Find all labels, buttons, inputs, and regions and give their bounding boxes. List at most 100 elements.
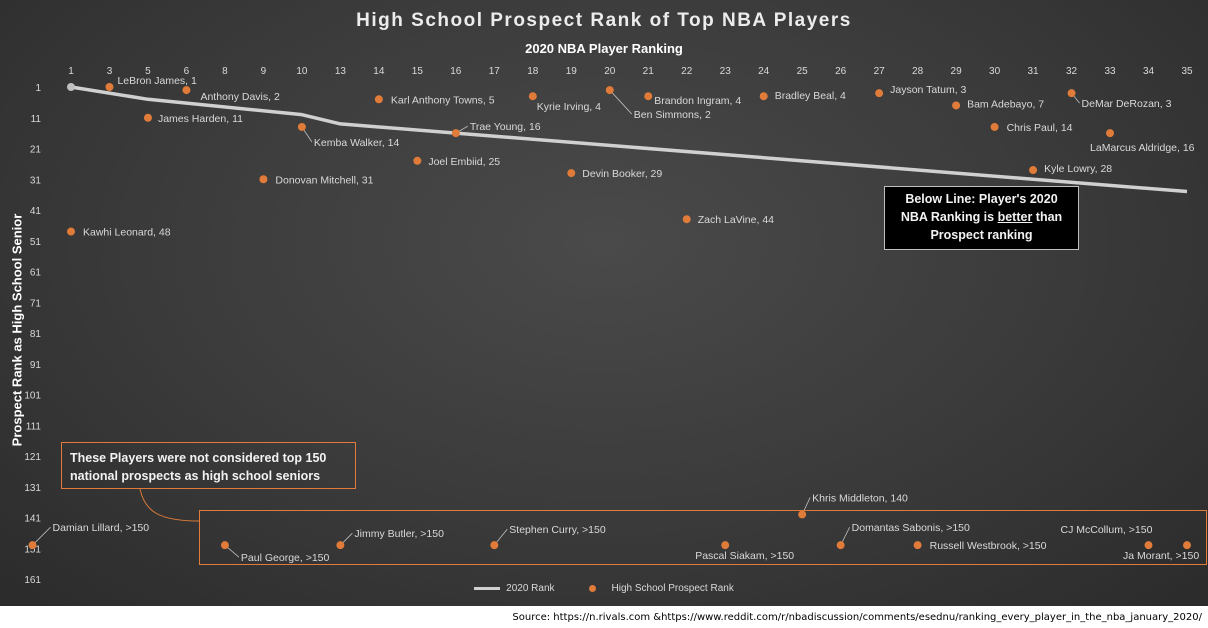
y-tick-label: 71 bbox=[30, 298, 42, 309]
point-label: Bam Adebayo, 7 bbox=[967, 98, 1044, 110]
x-tick-label: 10 bbox=[296, 66, 308, 77]
prospect-point bbox=[1106, 129, 1115, 138]
point-leader-line bbox=[609, 89, 633, 115]
prospect-point bbox=[605, 86, 614, 95]
prospect-point bbox=[875, 89, 884, 98]
point-label: DeMar DeRozan, 3 bbox=[1082, 98, 1172, 110]
prospect-point bbox=[413, 156, 422, 165]
x-tick-label: 22 bbox=[681, 66, 693, 77]
point-label: LeBron James, 1 bbox=[117, 75, 197, 87]
y-tick-label: 151 bbox=[24, 544, 41, 555]
point-label: Kemba Walker, 14 bbox=[314, 137, 400, 149]
prospect-point bbox=[297, 122, 306, 131]
point-label: Paul George, >150 bbox=[241, 552, 330, 564]
y-tick-label: 41 bbox=[30, 206, 42, 217]
prospect-point bbox=[836, 541, 845, 550]
prospect-point bbox=[259, 175, 268, 184]
point-label: Donovan Mitchell, 31 bbox=[275, 174, 373, 186]
point-label: Kyle Lowry, 28 bbox=[1044, 163, 1112, 175]
x-tick-label: 23 bbox=[720, 66, 732, 77]
x-tick-label: 32 bbox=[1066, 66, 1078, 77]
point-label: James Harden, 11 bbox=[158, 113, 243, 125]
point-label: LaMarcus Aldridge, 16 bbox=[1090, 142, 1195, 154]
y-tick-label: 51 bbox=[30, 237, 42, 248]
prospect-point bbox=[798, 510, 807, 519]
source-note: Source: https://n.rivals.com &https://ww… bbox=[512, 612, 1202, 623]
point-label: Khris Middleton, 140 bbox=[812, 492, 908, 504]
x-tick-label: 15 bbox=[412, 66, 424, 77]
x-tick-label: 20 bbox=[604, 66, 616, 77]
point-label: Karl Anthony Towns, 5 bbox=[391, 94, 495, 106]
point-label: Kawhi Leonard, 48 bbox=[83, 227, 171, 239]
chart-title: High School Prospect Rank of Top NBA Pla… bbox=[356, 10, 852, 31]
prospect-point bbox=[1029, 166, 1038, 175]
y-tick-label: 81 bbox=[30, 329, 42, 340]
point-label: Devin Booker, 29 bbox=[582, 168, 662, 180]
plot-svg: 1 3 5 6 8 9 10 13 14 15 16 17 18 19 20 21 22 23 24 25 26 27 28… bbox=[24, 66, 1199, 586]
x-tick-label: 18 bbox=[527, 66, 539, 77]
point-label: Ja Morant, >150 bbox=[1123, 550, 1199, 562]
below-line-callout: Below Line: Player's 2020 NBA Ranking is… bbox=[884, 186, 1079, 250]
prospect-point bbox=[374, 95, 383, 104]
y-tick-label: 101 bbox=[24, 391, 41, 402]
prospect-point bbox=[220, 541, 229, 550]
y-tick-label: 21 bbox=[30, 145, 42, 156]
point-leader-line bbox=[32, 526, 51, 546]
point-label: Kyrie Irving, 4 bbox=[537, 101, 601, 113]
legend-label-prospect-rank: High School Prospect Rank bbox=[611, 583, 734, 594]
y-tick-label: 31 bbox=[30, 175, 42, 186]
point-label: Anthony Davis, 2 bbox=[200, 91, 280, 103]
prospect-point bbox=[759, 92, 768, 101]
x-tick-label: 5 bbox=[145, 66, 151, 77]
prospect-point bbox=[182, 86, 191, 95]
prospect-point bbox=[1067, 89, 1076, 98]
below-line-callout-line3: Prospect ranking bbox=[930, 228, 1033, 242]
prospect-point bbox=[990, 122, 999, 131]
point-label: Jayson Tatum, 3 bbox=[890, 84, 966, 96]
not-top-150-line2: national prospects as high school senior… bbox=[70, 469, 321, 483]
x-tick-label: 17 bbox=[489, 66, 501, 77]
prospect-point bbox=[952, 101, 961, 110]
prospect-point bbox=[451, 129, 460, 138]
below-line-text-c: than bbox=[1032, 210, 1063, 224]
x-tick-label: 9 bbox=[261, 66, 267, 77]
prospect-point bbox=[143, 113, 152, 122]
below-line-text-better: better bbox=[997, 210, 1033, 224]
x-tick-label: 28 bbox=[912, 66, 924, 77]
prospect-point bbox=[28, 541, 37, 550]
x-tick-label: 33 bbox=[1104, 66, 1116, 77]
x-tick-label: 34 bbox=[1143, 66, 1155, 77]
point-label: Jimmy Butler, >150 bbox=[354, 528, 444, 540]
x-tick-label: 3 bbox=[107, 66, 113, 77]
y-tick-label: 161 bbox=[24, 575, 41, 586]
legend-line-swatch bbox=[474, 587, 501, 590]
point-label: Pascal Siakam, >150 bbox=[695, 550, 794, 562]
prospect-point bbox=[528, 92, 537, 101]
y-tick-label: 1 bbox=[35, 83, 41, 94]
x-axis-label: 2020 NBA Player Ranking bbox=[525, 41, 683, 56]
x-tick-label: 1 bbox=[68, 66, 74, 77]
point-label: Domantas Sabonis, >150 bbox=[852, 522, 970, 534]
not-top-150-highlight-box bbox=[199, 510, 1207, 565]
legend-dot-swatch bbox=[588, 585, 596, 592]
x-tick-label: 26 bbox=[835, 66, 847, 77]
x-tick-label: 35 bbox=[1181, 66, 1193, 77]
point-label: Brandon Ingram, 4 bbox=[654, 95, 741, 107]
y-tick-label: 141 bbox=[24, 514, 41, 525]
prospect-point bbox=[1144, 541, 1153, 550]
prospect-point bbox=[105, 83, 114, 91]
prospect-point bbox=[682, 215, 691, 224]
y-tick-label: 61 bbox=[30, 268, 42, 279]
chart-area: High School Prospect Rank of Top NBA Pla… bbox=[0, 0, 1208, 606]
point-label: Stephen Curry, >150 bbox=[509, 524, 606, 536]
x-tick-label: 14 bbox=[373, 66, 385, 77]
x-tick-label: 6 bbox=[184, 66, 190, 77]
below-line-text-a: NBA Ranking is bbox=[900, 210, 998, 224]
below-line-callout-line2: NBA Ranking is better than bbox=[885, 208, 1078, 226]
x-tick-label: 19 bbox=[566, 66, 578, 77]
point-label: Russell Westbrook, >150 bbox=[930, 540, 1047, 552]
point-label: Ben Simmons, 2 bbox=[634, 109, 711, 121]
below-line-callout-line1: Below Line: Player's 2020 bbox=[905, 192, 1058, 206]
legend-item-prospect-rank: High School Prospect Rank bbox=[579, 583, 734, 594]
y-tick-label: 111 bbox=[26, 421, 42, 432]
